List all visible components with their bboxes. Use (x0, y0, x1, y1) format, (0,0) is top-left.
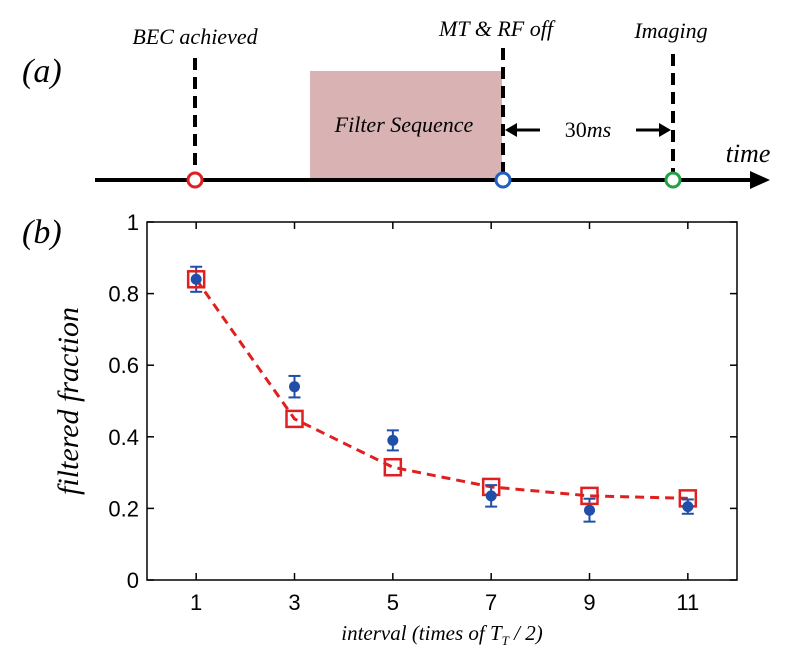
imaging-event-label: Imaging (633, 18, 707, 43)
x-tick-label: 7 (485, 590, 497, 615)
tick-layer: 00.20.40.60.811 3 5 7 9 11 (108, 210, 737, 615)
time-axis-arrowhead (750, 171, 770, 189)
model-point (383, 457, 403, 477)
y-tick-label: 0.2 (108, 496, 139, 521)
mt-rf-off-event-marker (494, 171, 512, 189)
timeline-panel: (a) Filter Sequence BEC achieved MT & RF… (22, 16, 770, 189)
panel-b-label: (b) (22, 214, 62, 251)
model-point (186, 270, 206, 289)
chart-panel: (b) 00.20.40.60.811 3 5 7 9 11 filtered fract… (22, 210, 738, 648)
x-tick-label: 11 (676, 590, 699, 615)
measured-point (289, 381, 300, 393)
x-tick-label: 1 (190, 590, 202, 615)
measured-point (387, 434, 399, 446)
y-tick-label: 0.6 (108, 353, 139, 378)
plot-frame (146, 221, 738, 581)
imaging-event-marker (664, 171, 682, 189)
bec-event-label: BEC achieved (132, 24, 258, 49)
y-tick-label: 0 (127, 568, 139, 593)
x-tick-label: 5 (387, 590, 399, 615)
time-axis-label: time (726, 139, 771, 168)
delay-arrowhead-right (659, 123, 671, 137)
y-axis-label: filtered fraction (52, 307, 85, 495)
x-tick-label: 3 (288, 590, 300, 615)
x-tick-label: 9 (583, 590, 595, 615)
filter-sequence-label: Filter Sequence (334, 112, 474, 137)
model-point (285, 409, 304, 429)
measured-point (190, 273, 202, 285)
bec-event-marker (186, 171, 204, 189)
panel-a-label: (a) (22, 53, 62, 90)
y-tick-label: 0.4 (108, 425, 139, 450)
x-axis-label: interval (times of TT / 2) (341, 621, 542, 648)
delay-label: 30ms (565, 117, 611, 142)
measured-point (682, 501, 694, 513)
series-model-line-layer (194, 278, 688, 500)
errorbar-layer (190, 265, 694, 523)
filter-sequence-box (310, 71, 502, 179)
delay-arrowhead-left (505, 123, 517, 137)
measured-point (584, 504, 595, 516)
y-tick-label: 1 (127, 210, 139, 235)
series-model-line (194, 278, 688, 500)
model-point (580, 486, 599, 506)
y-tick-label: 0.8 (108, 282, 139, 307)
marker-layer (186, 270, 698, 516)
measured-point (485, 490, 497, 502)
mt-rf-off-event-label: MT & RF off (438, 16, 556, 41)
